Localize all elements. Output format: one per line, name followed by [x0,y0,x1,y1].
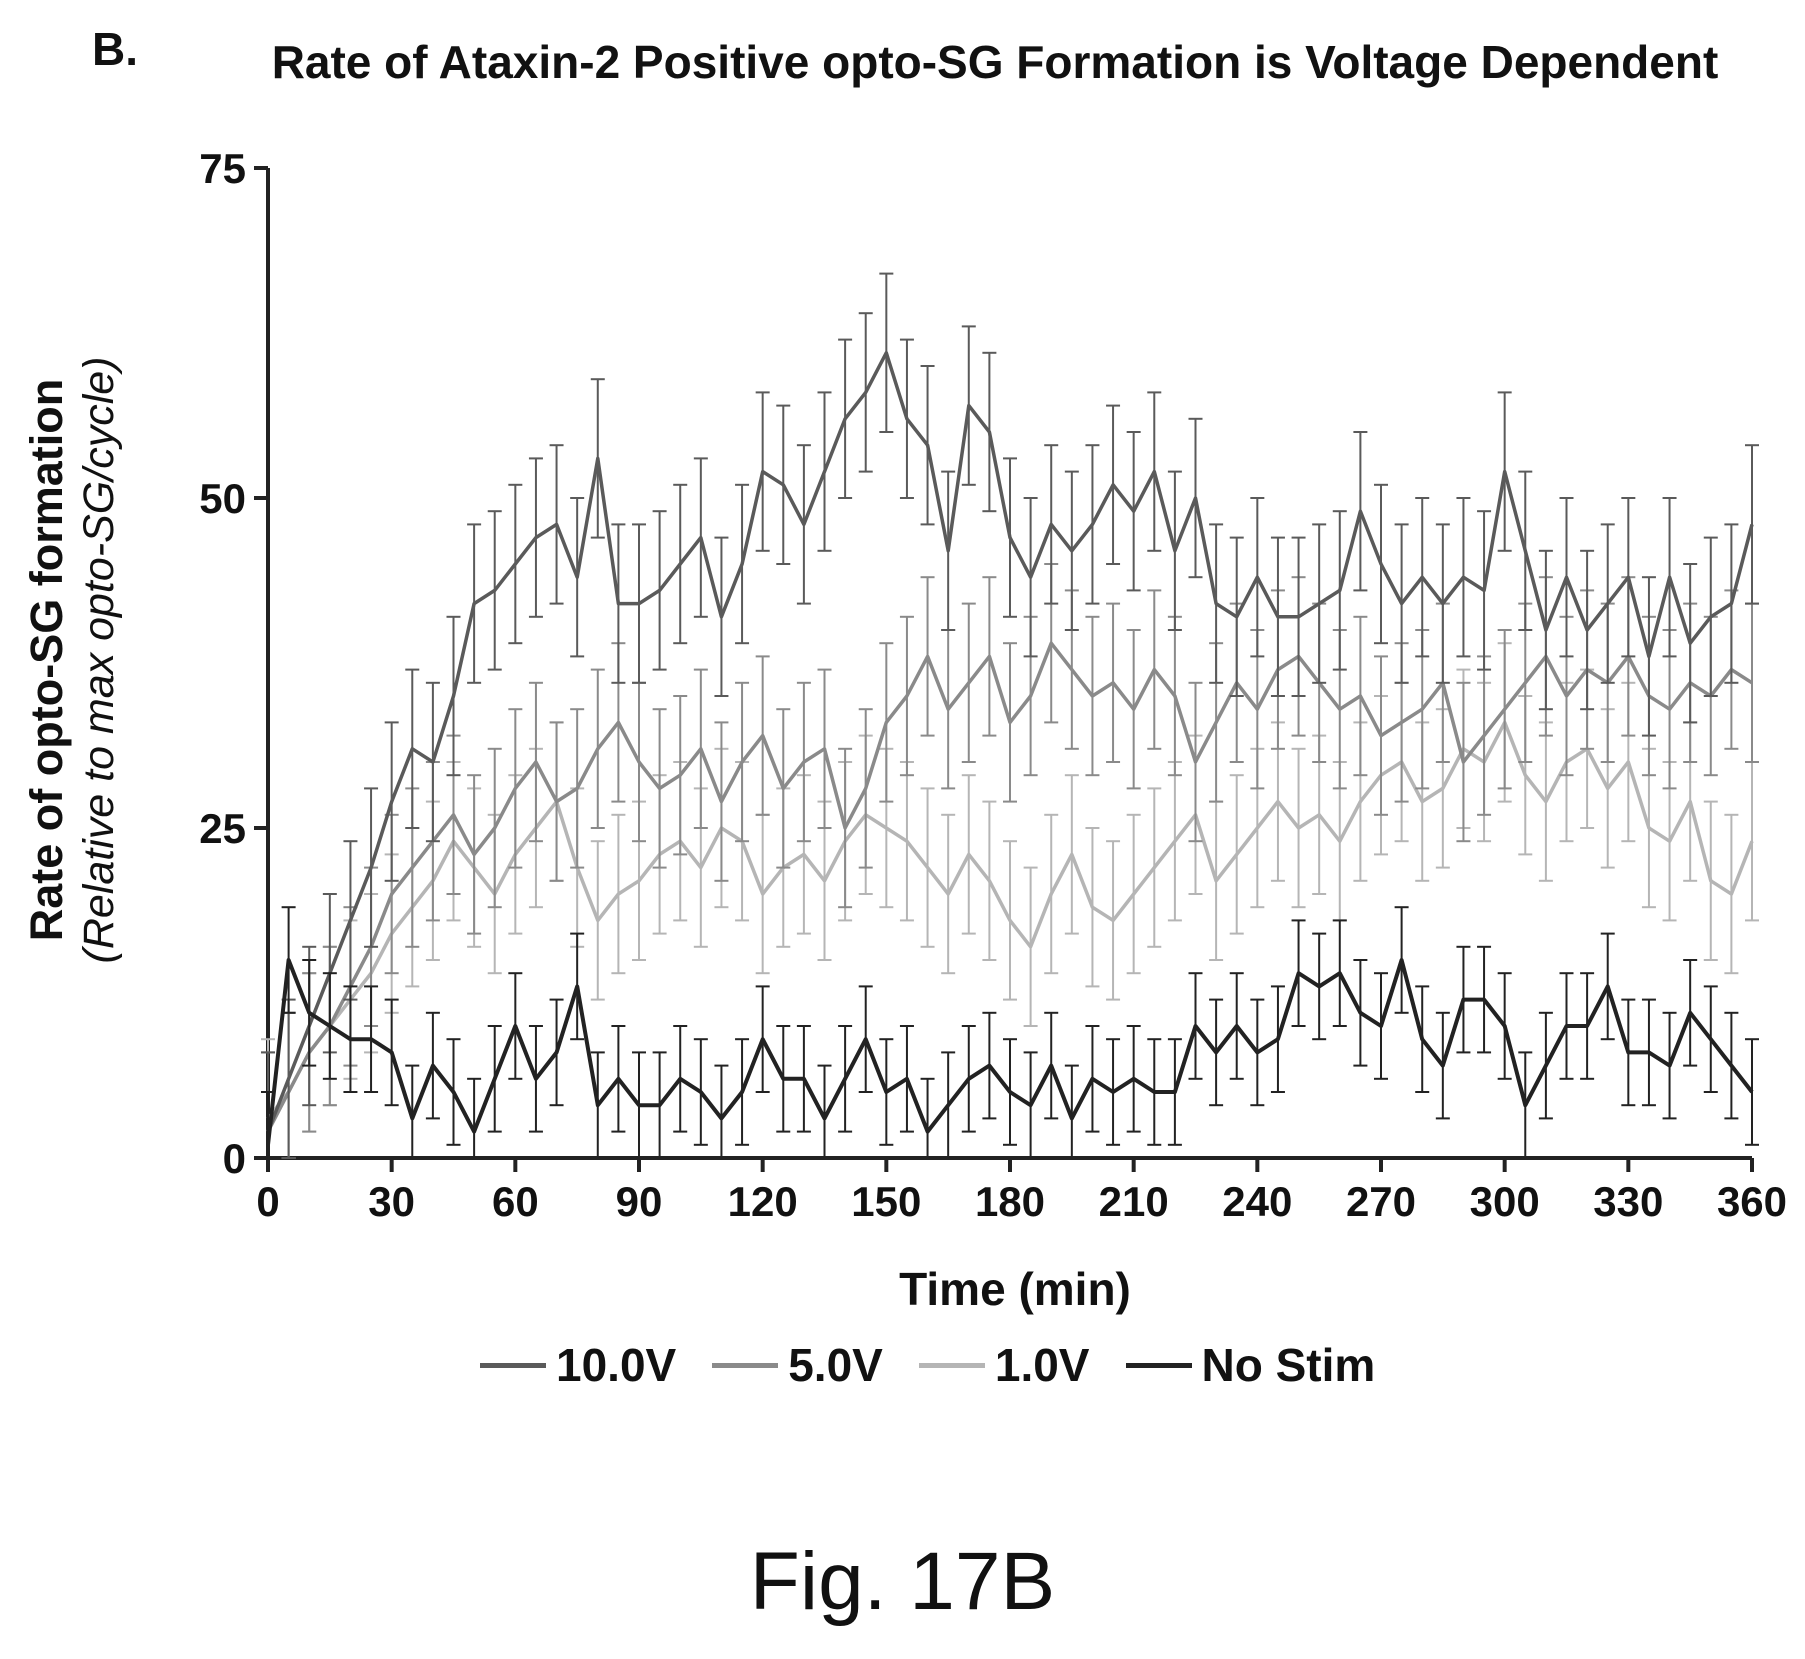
x-tick-label: 300 [1470,1178,1540,1225]
x-tick-label: 30 [368,1178,415,1225]
legend-label-5v: 5.0V [788,1339,883,1391]
y-tick-label: 75 [199,145,246,192]
figure-label: Fig. 17B [749,1536,1056,1627]
series-line-5-0v [266,641,1753,1133]
legend-swatch-1v [918,1362,985,1368]
legend: 10.0V 5.0V 1.0V No Stim [480,1338,1375,1392]
legend-label-nostim: No Stim [1201,1339,1376,1391]
legend-label-10v: 10.0V [556,1339,677,1391]
y-axis-label: Rate of opto-SG formation [21,378,72,942]
chart-title: Rate of Ataxin-2 Positive opto-SG Format… [271,36,1719,88]
legend-item-nostim: No Stim [1125,1338,1376,1392]
legend-swatch-5v [712,1362,779,1368]
y-tick-label: 25 [199,805,246,852]
x-axis-title: Time (min) [899,1263,1131,1315]
y-axis-sublabel: (Relative to max opto-SG/cycle) [75,356,123,964]
x-tick-label: 120 [728,1178,798,1225]
x-tick-label: 90 [616,1178,663,1225]
series-line-10-0v [266,351,1754,1133]
x-tick-label: 240 [1222,1178,1292,1225]
x-tick-label: 0 [256,1178,279,1225]
x-tick-label: 60 [492,1178,539,1225]
legend-swatch-nostim [1125,1362,1192,1368]
legend-label-1v: 1.0V [994,1339,1090,1391]
x-tick-label: 330 [1593,1178,1663,1225]
y-tick-label: 50 [199,475,246,522]
panel-label: B. [92,23,138,75]
legend-item-5v: 5.0V [712,1338,883,1392]
y-axis-title: Rate of opto-SG formation (Relative to m… [20,290,124,1030]
series-line-no-stim [266,958,1754,1146]
legend-item-10v: 10.0V [480,1338,676,1392]
x-tick-label: 180 [975,1178,1045,1225]
legend-swatch-10v [480,1362,546,1368]
x-tick-label: 150 [851,1178,921,1225]
legend-item-1v: 1.0V [918,1338,1090,1392]
y-tick-label: 0 [223,1135,246,1182]
chart-svg: 0 25 50 75 0 30 60 90 120 150 180 210 240 270 300 330 36… [199,145,1787,1225]
x-tick-label: 360 [1717,1178,1787,1225]
x-tick-label: 270 [1346,1178,1416,1225]
x-tick-label: 210 [1099,1178,1169,1225]
